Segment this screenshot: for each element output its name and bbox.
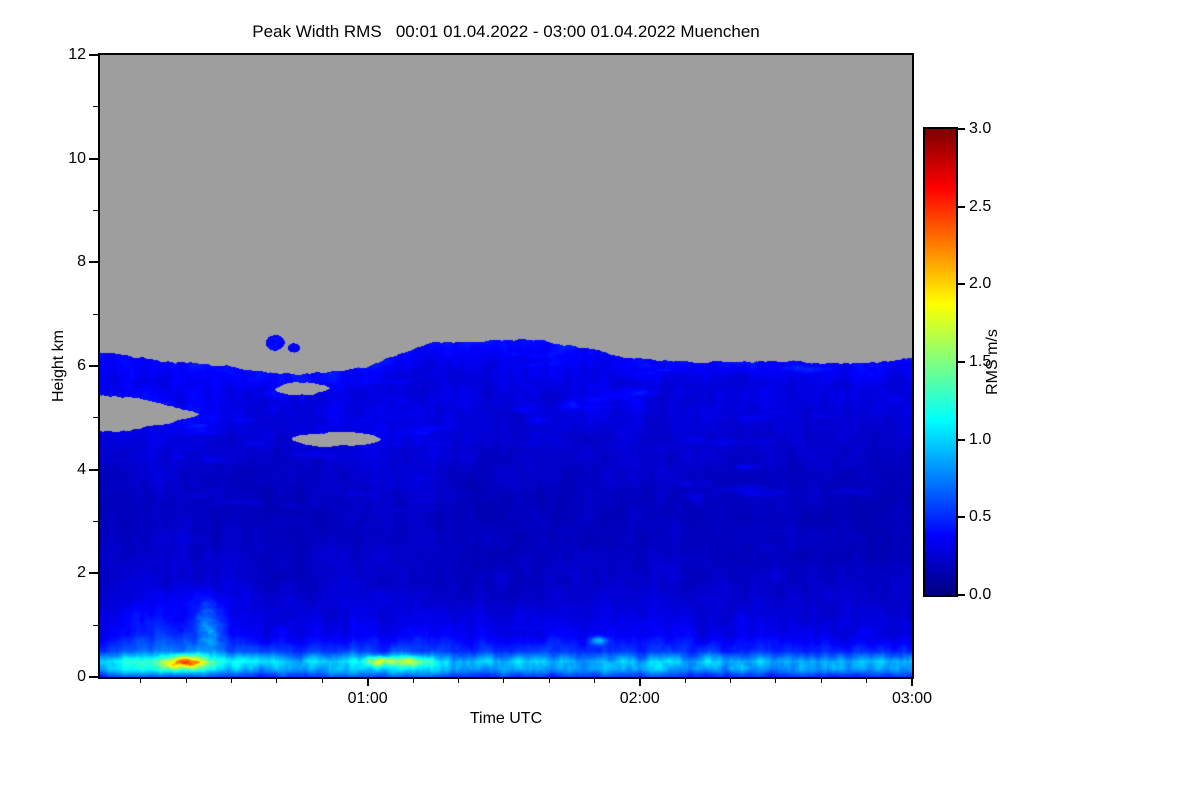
colorbar-tick-label: 2.5: [969, 197, 992, 215]
x-minor-tick-mark: [276, 679, 278, 683]
y-tick-label: 6: [77, 357, 86, 374]
y-tick-label: 12: [68, 46, 86, 63]
x-minor-tick-mark: [457, 679, 459, 683]
y-minor-tick-mark: [93, 106, 98, 108]
colorbar-gradient: [925, 129, 956, 595]
x-minor-tick-mark: [684, 679, 686, 683]
y-tick-label: 0: [77, 668, 86, 685]
y-tick-label: 8: [77, 253, 86, 271]
y-tick-mark: [89, 261, 98, 264]
colorbar-tick-label: 0.0: [969, 586, 992, 603]
colorbar-tick-mark: [958, 361, 965, 363]
x-tick-mark: [366, 679, 369, 686]
colorbar-tick-label: 1.0: [969, 430, 992, 448]
x-minor-tick-mark: [593, 679, 595, 683]
x-minor-tick-mark: [548, 679, 550, 683]
x-tick-mark: [911, 679, 913, 686]
y-tick-label: 2: [77, 564, 86, 582]
colorbar-tick-mark: [958, 594, 965, 596]
x-minor-tick-mark: [866, 679, 868, 683]
colorbar-tick-label: 2.0: [969, 275, 992, 293]
x-minor-tick-mark: [140, 679, 142, 683]
x-minor-tick-mark: [321, 679, 323, 683]
x-minor-tick-mark: [503, 679, 505, 683]
plot-frame: [98, 53, 914, 679]
y-tick-mark: [89, 157, 98, 160]
x-axis-label: Time UTC: [469, 710, 543, 727]
x-minor-tick-mark: [730, 679, 732, 683]
y-tick-mark: [89, 365, 98, 367]
x-tick-mark: [638, 679, 641, 686]
x-minor-tick-mark: [820, 679, 822, 683]
x-tick-label: 01:00: [347, 690, 388, 707]
x-minor-tick-mark: [412, 679, 414, 683]
heatmap-canvas: [100, 55, 912, 677]
colorbar-tick-label: 3.0: [969, 120, 992, 137]
x-minor-tick-mark: [231, 679, 233, 683]
x-minor-tick-mark: [185, 679, 187, 683]
y-minor-tick-mark: [93, 417, 98, 419]
colorbar-tick-mark: [958, 205, 965, 208]
y-tick-mark: [89, 468, 98, 471]
colorbar-tick-mark: [958, 128, 965, 130]
x-tick-label: 03:00: [891, 690, 933, 707]
x-minor-tick-mark: [775, 679, 777, 683]
y-minor-tick-mark: [93, 313, 98, 315]
y-minor-tick-mark: [93, 521, 98, 522]
colorbar-tick-mark: [958, 516, 965, 519]
colorbar-tick-label: 0.5: [969, 508, 992, 526]
chart-title: Peak Width RMS 00:01 01.04.2022 - 03:00 …: [252, 22, 760, 41]
x-tick-label: 02:00: [619, 690, 660, 707]
y-minor-tick-mark: [93, 624, 98, 626]
y-tick-mark: [89, 676, 98, 678]
colorbar-tick-mark: [958, 438, 965, 441]
y-tick-label: 4: [77, 460, 86, 478]
colorbar-tick-label: 1.5: [969, 353, 992, 370]
colorbar-frame: [923, 127, 958, 597]
y-tick-mark: [89, 54, 98, 56]
colorbar-tick-mark: [958, 283, 965, 286]
y-tick-label: 10: [68, 149, 86, 167]
y-minor-tick-mark: [93, 210, 98, 211]
y-tick-mark: [89, 572, 98, 575]
